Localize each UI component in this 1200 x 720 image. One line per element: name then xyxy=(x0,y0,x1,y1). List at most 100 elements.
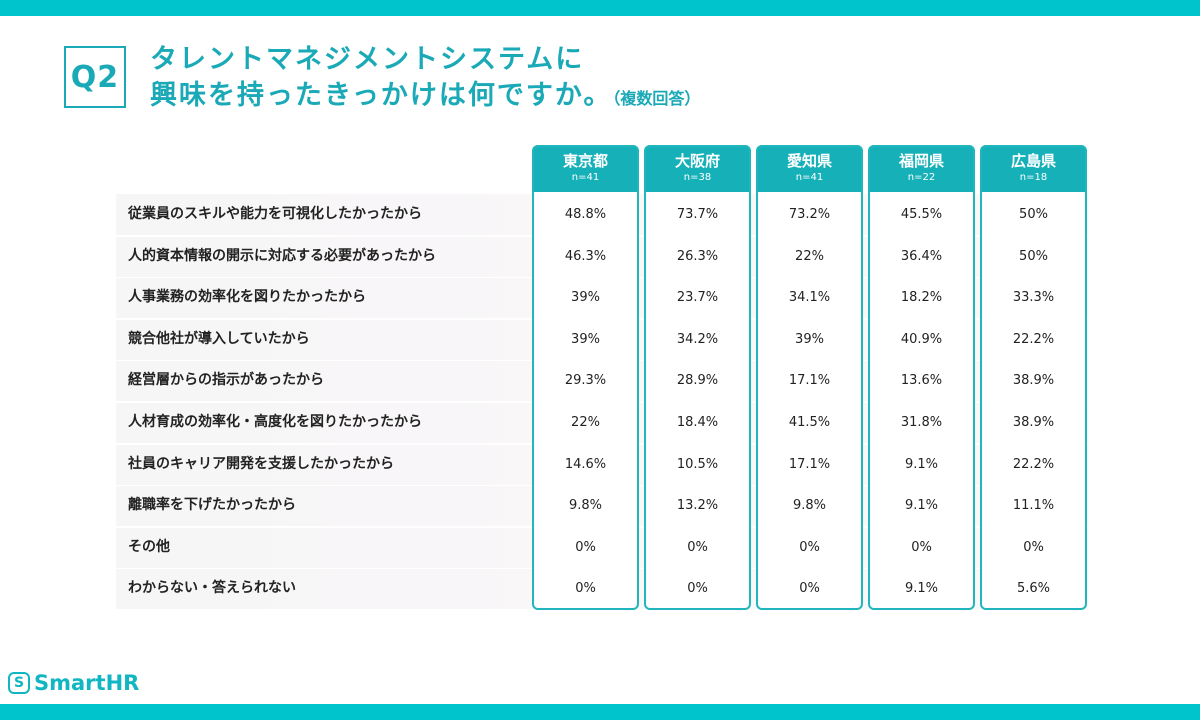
row-label: 経営層からの指示があったから xyxy=(128,372,324,389)
value-cell: 41.5% xyxy=(788,415,831,430)
cell-background xyxy=(982,194,1085,235)
value-cell: 0% xyxy=(687,539,708,555)
cell-background xyxy=(646,361,749,402)
cell-background xyxy=(646,278,749,319)
value-cell: 0% xyxy=(799,581,820,597)
row-divider xyxy=(116,235,1088,237)
value-cell: 13.2% xyxy=(676,498,719,514)
cell-background xyxy=(758,403,861,444)
value-cell: 17.1% xyxy=(788,456,831,472)
logo-text: SmartHR xyxy=(34,671,140,695)
cell-background xyxy=(646,527,749,569)
value-cell: 45.5% xyxy=(900,207,943,222)
cell-background xyxy=(646,569,749,610)
column-header-sample-size: n=41 xyxy=(571,172,600,183)
value-cell: 9.8% xyxy=(568,498,603,514)
cell-background xyxy=(982,444,1085,486)
value-cell: 50% xyxy=(1019,248,1048,264)
cell-background xyxy=(758,486,861,527)
cell-background xyxy=(870,361,973,402)
value-cell: 13.6% xyxy=(900,373,943,389)
cell-background xyxy=(534,278,637,319)
column-header-name: 広島県 xyxy=(1010,152,1056,170)
question-title-line2: 興味を持ったきっかけは何ですか。（複数回答） xyxy=(150,78,1050,117)
row-divider xyxy=(116,568,1088,570)
value-cell: 39% xyxy=(571,290,600,306)
cell-background xyxy=(758,278,861,319)
cell-background xyxy=(982,527,1085,569)
column-header-name: 愛知県 xyxy=(786,152,832,170)
column-header: 福岡県 n=22 xyxy=(868,145,975,192)
row-label: 離職率を下げたかったから xyxy=(128,497,296,514)
cell-background xyxy=(982,361,1085,402)
cell-background xyxy=(870,403,973,444)
cell-background xyxy=(982,403,1085,444)
cell-background xyxy=(534,527,637,569)
column-header-sample-size: n=22 xyxy=(907,172,936,183)
value-cell: 9.8% xyxy=(792,498,827,514)
value-cell: 0% xyxy=(575,539,596,555)
row-label: 人材育成の効率化・高度化を図りたかったから xyxy=(128,414,422,430)
row-divider xyxy=(116,526,1088,528)
cell-background xyxy=(758,236,861,278)
cell-background xyxy=(870,236,973,278)
cell-background xyxy=(758,361,861,402)
cell-background xyxy=(758,527,861,569)
value-cell: 9.1% xyxy=(904,456,939,472)
column-header-sample-size: n=18 xyxy=(1019,172,1048,183)
cell-background xyxy=(982,278,1085,319)
cell-background xyxy=(870,278,973,319)
cell-background xyxy=(534,236,637,278)
value-cell: 0% xyxy=(1023,539,1044,555)
cell-background xyxy=(870,194,973,235)
value-cell: 14.6% xyxy=(564,456,607,472)
value-cell: 0% xyxy=(575,581,596,597)
row-divider xyxy=(116,318,1088,320)
cell-background xyxy=(534,569,637,610)
row-label: 社員のキャリア開発を支援したかったから xyxy=(128,455,394,472)
question-title-note: （複数回答） xyxy=(612,89,701,108)
bottom-accent-band xyxy=(0,704,1200,720)
value-cell: 36.4% xyxy=(900,248,943,264)
cell-background xyxy=(646,319,749,361)
cell-background xyxy=(870,569,973,610)
cell-background xyxy=(758,319,861,361)
row-label: 従業員のスキルや能力を可視化したかったから xyxy=(128,206,422,222)
value-cell: 38.9% xyxy=(1012,415,1055,430)
row-divider xyxy=(116,443,1088,445)
column-header-sample-size: n=41 xyxy=(795,172,824,183)
value-cell: 34.1% xyxy=(788,290,831,306)
row-label: 人事業務の効率化を図りたかったから xyxy=(128,289,366,306)
cell-background xyxy=(758,569,861,610)
value-cell: 23.7% xyxy=(676,290,719,306)
question-title-line1: タレントマネジメントシステムに xyxy=(150,44,585,75)
value-cell: 22% xyxy=(795,248,824,264)
column-header: 広島県 n=18 xyxy=(980,145,1087,192)
value-cell: 17.1% xyxy=(788,373,831,389)
cell-background xyxy=(982,236,1085,278)
value-cell: 73.7% xyxy=(676,207,719,222)
cell-background xyxy=(870,527,973,569)
cell-background xyxy=(646,486,749,527)
cell-background xyxy=(870,486,973,527)
row-divider xyxy=(116,277,1088,279)
row-label: その他 xyxy=(128,538,170,555)
value-cell: 22.2% xyxy=(1012,456,1055,472)
value-cell: 33.3% xyxy=(1012,290,1055,306)
row-label: わからない・答えられない xyxy=(128,580,296,597)
value-cell: 39% xyxy=(795,331,824,347)
cell-background xyxy=(646,403,749,444)
value-cell: 11.1% xyxy=(1012,498,1055,514)
cell-background xyxy=(646,444,749,486)
value-cell: 10.5% xyxy=(676,456,719,472)
row-divider xyxy=(116,402,1088,403)
question-title: タレントマネジメントシステムに 興味を持ったきっかけは何ですか。（複数回答） xyxy=(150,42,1050,117)
value-cell: 31.8% xyxy=(900,415,943,430)
value-cell: 34.2% xyxy=(676,331,719,347)
value-cell: 0% xyxy=(799,539,820,555)
value-cell: 28.9% xyxy=(676,373,719,389)
value-cell: 73.2% xyxy=(788,207,831,222)
value-cell: 22% xyxy=(571,415,600,430)
cell-background xyxy=(870,444,973,486)
cell-background xyxy=(982,319,1085,361)
